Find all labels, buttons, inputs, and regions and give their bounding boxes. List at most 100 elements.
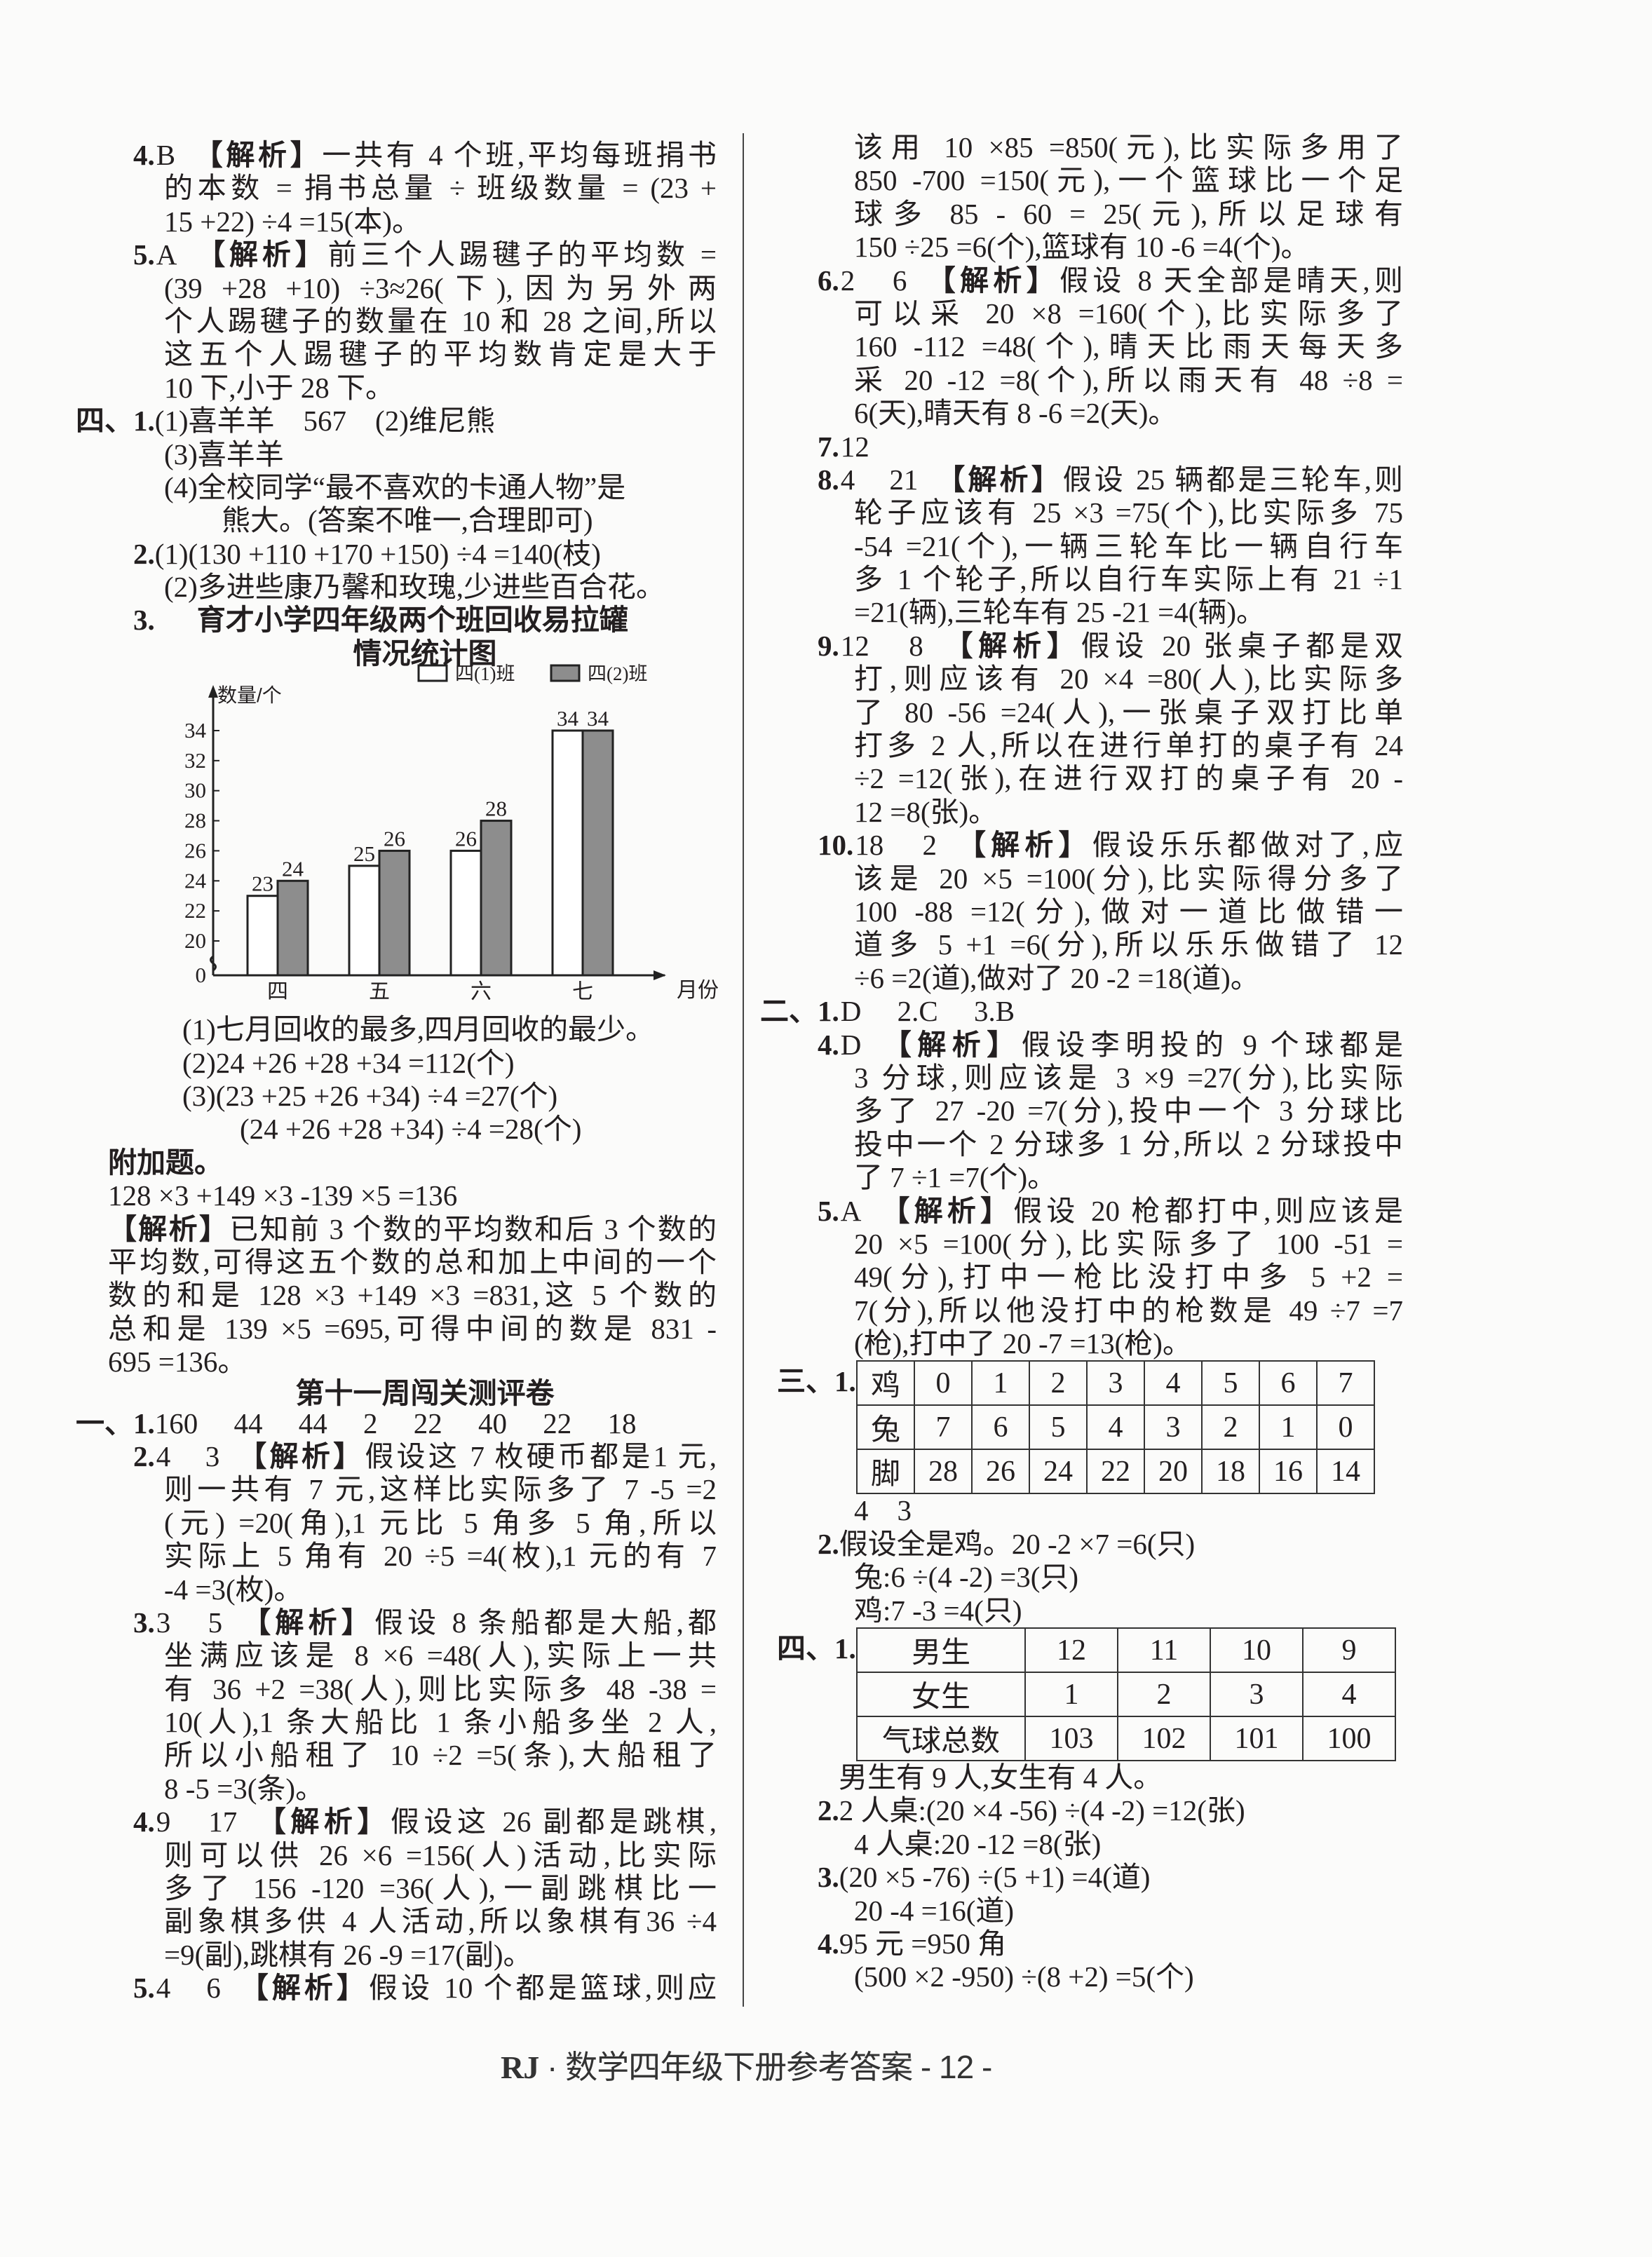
question-number: 1. xyxy=(133,405,155,438)
table-cell: 2 xyxy=(1117,1672,1211,1718)
question-number: 4. xyxy=(133,139,155,171)
answer-text: 假设李明投的 9 个球都是 xyxy=(1021,1028,1404,1061)
answer-value: 4 6 xyxy=(156,1972,221,2005)
bar-2-2 xyxy=(378,850,411,977)
table-cell: 9 xyxy=(1302,1627,1396,1674)
answer-text: 假设全是鸡。20 -2 ×7 =6(只) xyxy=(839,1527,1196,1560)
table-cell: 0 xyxy=(914,1360,973,1407)
question-number: 10. xyxy=(818,829,854,862)
y-tick-label: 24 xyxy=(184,869,207,893)
table-cell: 6 xyxy=(1259,1360,1318,1407)
answer-line: 3.3 5 【解析】假设 8 条船都是大船,都 xyxy=(133,1606,717,1639)
text-line: (24 +26 +28 +34) ÷4 =28(个) xyxy=(182,1113,582,1146)
answer-item: 3.(20 ×5 -76) ÷(5 +1) =4(道) 20 -4 =16(道) xyxy=(818,1861,1403,1927)
answer-text: 前三个人踢毽子的平均数 = xyxy=(327,238,717,271)
answer-line: 160 -112 =48(个),晴天比雨天每天多 xyxy=(854,330,1403,363)
answer-line: -54 =21(个),一辆三轮车比一辆自行车 xyxy=(854,529,1403,562)
row-header-cell: 脚 xyxy=(856,1449,915,1495)
answer-line: 所以小船租了 10 ÷2 =5(条),大船租了 xyxy=(164,1739,717,1772)
question-number: 6. xyxy=(818,264,839,297)
answer-line: 3.(20 ×5 -76) ÷(5 +1) =4(道) xyxy=(818,1861,1403,1894)
text-line: 该用 10 ×85 =850(元),比实际多用了 xyxy=(854,131,1403,163)
text-line: 球多 85 - 60 = 25(元),所以足球有 xyxy=(854,197,1403,230)
answer-value: 18 2 xyxy=(855,829,937,862)
table-cell: 11 xyxy=(1117,1627,1211,1674)
analysis-tag: 【解析】 xyxy=(238,1606,374,1639)
chart-answers: (1)七月回收的最多,四月回收的最少。 (2)24 +26 +28 +34 =11… xyxy=(133,1013,717,1146)
legend-label: 四(2)班 xyxy=(588,663,647,684)
answer-item: 2.假设全是鸡。20 -2 ×7 =6(只) 兔:6 ÷(4 -2) =3(只) 鸡… xyxy=(818,1528,1403,1627)
section-4-question-1: 四、1. 男生 12 11 10 9 女生 1 2 3 4 气球总数 103 102 101 100 xyxy=(777,1627,1403,1762)
legend-label: 四(1)班 xyxy=(455,663,515,684)
answer-value: 3 5 xyxy=(156,1606,223,1639)
answer-line: 了 7 ÷1 =7(个)。 xyxy=(854,1161,1057,1194)
table-cell: 28 xyxy=(914,1449,973,1495)
answer-line: (枪),打中了 20 -7 =13(枪)。 xyxy=(854,1327,1191,1360)
bar-2-3 xyxy=(480,820,513,977)
row-header-cell: 男生 xyxy=(856,1627,1026,1674)
answer-line: 个人踢毽子的数量在 10 和 28 之间,所以 xyxy=(164,304,717,337)
y-tick-label: 0 xyxy=(196,963,207,987)
analysis-tag: 【解析】 xyxy=(922,264,1060,297)
question-number: 4. xyxy=(818,1028,839,1061)
answer-item: 二、 1.D 2.C 3.B xyxy=(760,995,1403,1028)
answer-item: 4.9 17 【解析】假设这 26 副都是跳棋, 则可以供 26 ×6 =156(人… xyxy=(133,1805,717,1972)
answer-line: 多 1 个轮子,所以自行车实际上有 21 ÷1 xyxy=(854,563,1403,596)
analysis-tag: 【解析】 xyxy=(938,629,1081,662)
answer-line: 10(人),1 条大船比 1 条小船多坐 2 人, xyxy=(164,1706,717,1739)
data-label: 24 xyxy=(282,857,304,881)
section-3-question-1: 三、1. 鸡 0 1 2 3 4 5 6 7 兔 7 6 5 4 3 2 1 0 脚 28 26 24 22 20 18 16 14 xyxy=(777,1360,1403,1495)
table-cell: 2 xyxy=(1029,1360,1088,1407)
extra-question-heading: 附加题。 xyxy=(108,1146,223,1179)
answer-line: 打多 2 人,所以在进行单打的桌子有 24 xyxy=(854,729,1403,762)
answer-line: 了 80 -56 =24(人),一张桌子双打比单 xyxy=(854,696,1403,728)
question-number: 2. xyxy=(133,537,155,570)
answer-text: 假设 10 个都是篮球,则应 xyxy=(368,1972,717,2005)
question-number: 5. xyxy=(133,1972,155,2005)
answer-line: 7(分),所以他没打中的枪数是 49 ÷7 =7 xyxy=(854,1294,1403,1327)
answer-line: 2.(1)(130 +110 +170 +150) ÷4 =140(枝) xyxy=(133,538,717,571)
answer-line: 3 分球,则应该是 3 ×9 =27(分),比实际 xyxy=(854,1061,1403,1094)
question-number: 3. xyxy=(133,604,155,637)
answer-line: 8.4 21 【解析】假设 25 辆都是三轮车,则 xyxy=(818,463,1403,496)
section-label: 二、 xyxy=(760,995,818,1028)
answer-line: 4.9 17 【解析】假设这 26 副都是跳棋, xyxy=(133,1805,717,1838)
answer-line: 4.D 【解析】假设李明投的 9 个球都是 xyxy=(818,1029,1403,1062)
answer-line: 12 =8(张)。 xyxy=(854,795,998,828)
question-number: 4. xyxy=(133,1805,155,1838)
analysis-tag: 【解析】 xyxy=(876,1194,1014,1227)
answer-item: 4.B 【解析】一共有 4 个班,平均每班捐书 的本数 = 捐书总量 ÷ 班级数量 … xyxy=(133,139,717,238)
analysis-tag: 【解析】 xyxy=(108,1212,230,1245)
answer-line: 20 ×5 =100(分),比实际多了 100 -51 = xyxy=(854,1227,1403,1260)
y-tick-label: 30 xyxy=(184,778,206,803)
row-header-cell: 气球总数 xyxy=(856,1716,1026,1762)
answer-line: 多了 156 -120 =36(人),一副跳棋比一 xyxy=(164,1872,717,1905)
table-cell: 10 xyxy=(1210,1627,1304,1674)
text-line: (3)(23 +25 +26 +34) ÷4 =27(个) xyxy=(182,1080,558,1113)
answer-line: 20 -4 =16(道) xyxy=(854,1894,1015,1927)
y-axis-arrow-icon xyxy=(208,685,218,698)
section-label: 四、 xyxy=(76,405,133,438)
answer-item: 5.A 【解析】前三个人踢毽子的平均数 = (39 +28 +10) ÷3≈26(下… xyxy=(133,238,717,405)
answer-item: 9.12 8 【解析】假设 20 张桌子都是双 打,则应该有 20 ×4 =80(人… xyxy=(818,630,1403,829)
text-line: (2)24 +26 +28 +34 =112(个) xyxy=(182,1046,515,1079)
table-cell: 4 xyxy=(1086,1404,1145,1451)
text-line: 【解析】已知前 3 个数的平均数和后 3 个数的 xyxy=(108,1213,717,1246)
y-axis-label: 数量/个 xyxy=(217,684,282,706)
answer-text: 160 44 44 2 22 40 22 18 xyxy=(154,1407,637,1439)
answer-line: 9.12 8 【解析】假设 20 张桌子都是双 xyxy=(818,630,1403,663)
answer-line: 2.4 3 【解析】假设这 7 枚硬币都是1 元, xyxy=(133,1440,717,1473)
bar-chart-svg: 0 20 22 24 26 28 30 32 34 数量/个月份 23 24 四 25 26 五 26 28 六 34… xyxy=(184,663,719,1003)
answer-item: 5.4 6 【解析】假设 10 个都是篮球,则应 xyxy=(133,1972,717,2005)
answer-line: 男生有 9 人,女生有 4 人。 xyxy=(839,1761,1163,1794)
answer-line: 4.95 元 =950 角 xyxy=(818,1927,1403,1960)
answer-value: 4 21 xyxy=(840,463,919,496)
question-number: 1. xyxy=(133,1407,155,1439)
section-label: 一、 xyxy=(76,1407,133,1439)
answer-line: (4)全校同学“最不喜欢的卡通人物”是 xyxy=(164,470,626,503)
question-number: 2. xyxy=(133,1439,155,1472)
answer-line: 8 -5 =3(条)。 xyxy=(164,1772,325,1805)
question-number: 3. xyxy=(133,1606,155,1639)
